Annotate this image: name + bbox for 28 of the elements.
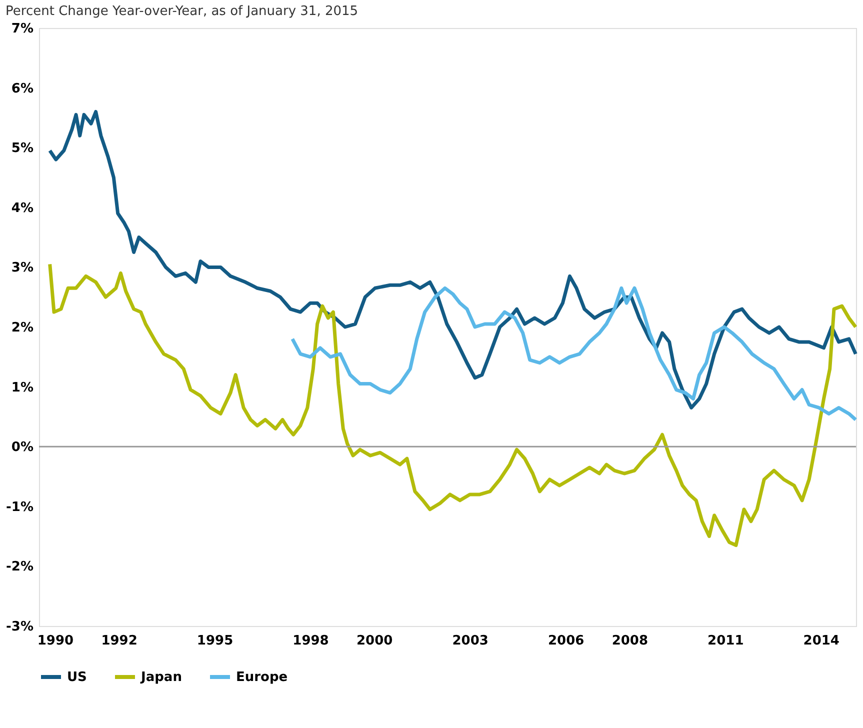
- y-tick-label: 0%: [11, 440, 34, 456]
- x-tick-label: 2000: [356, 634, 393, 648]
- line-series: [290, 286, 858, 422]
- y-tick-label: 1%: [11, 380, 34, 396]
- y-tick-label: 4%: [11, 200, 34, 216]
- x-tick-label: 1995: [196, 634, 234, 648]
- y-tick-label: -3%: [6, 620, 34, 634]
- y-tick-label: 3%: [11, 260, 34, 276]
- x-tick-label: 2003: [452, 634, 488, 648]
- y-tick-label: -1%: [6, 500, 34, 515]
- y-tick-label: 5%: [11, 141, 34, 156]
- legend-label: Japan: [140, 670, 182, 685]
- x-tick-label: 2008: [612, 634, 648, 648]
- legend-label: Europe: [236, 670, 288, 685]
- line-series: [48, 110, 858, 410]
- y-tick-label: 6%: [11, 81, 34, 96]
- y-tick-label: 2%: [11, 320, 34, 336]
- x-tick-label: 2011: [708, 634, 744, 648]
- chart-title: Percent Change Year-over-Year, as of January 31, 2015: [6, 4, 358, 19]
- x-tick-label: 2006: [548, 634, 584, 648]
- legend-label: US: [67, 670, 87, 685]
- x-tick-label: 1992: [101, 634, 138, 648]
- x-tick-label: 2014: [803, 634, 840, 648]
- line-series: [48, 262, 858, 548]
- x-tick-label: 1990: [37, 634, 74, 648]
- x-tick-label: 1998: [292, 634, 329, 648]
- y-tick-label: 7%: [11, 22, 34, 36]
- y-tick-label: -2%: [6, 560, 34, 575]
